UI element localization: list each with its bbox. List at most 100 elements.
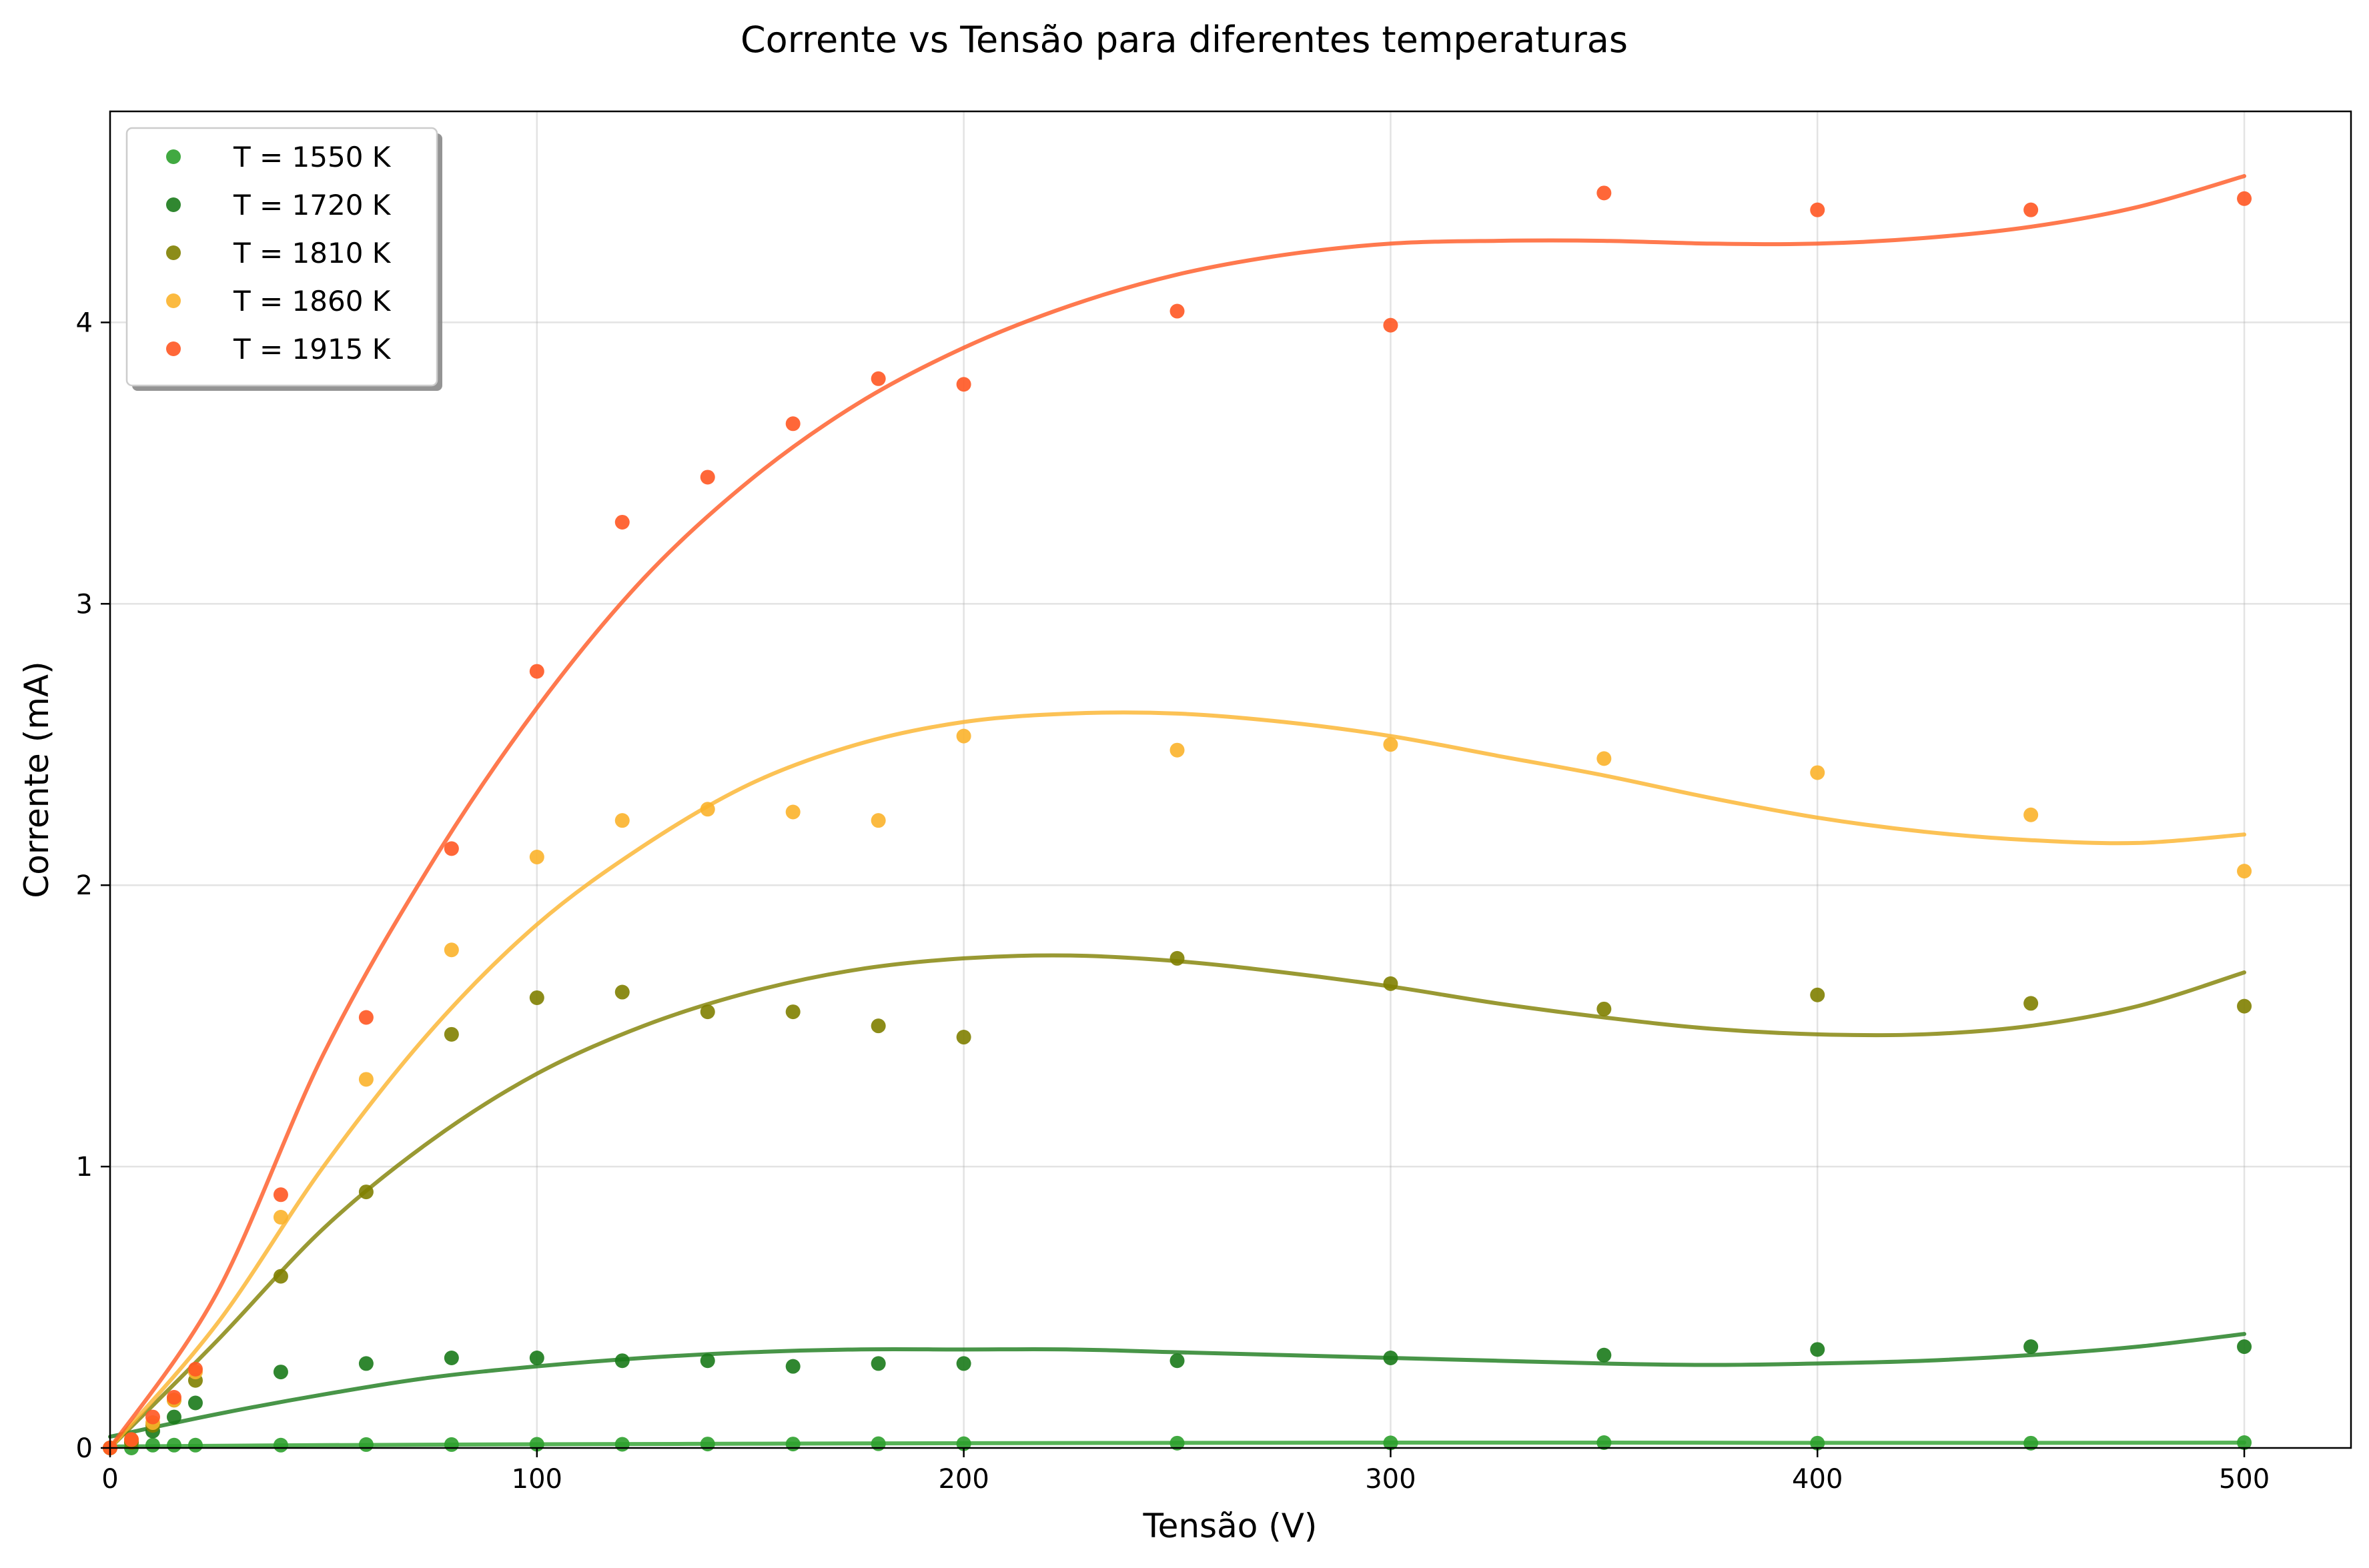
x-tick-label: 400 (1792, 1464, 1843, 1495)
legend-marker (166, 341, 181, 356)
legend-marker (166, 245, 181, 260)
data-point-series-1 (166, 1409, 181, 1425)
legend-marker (166, 293, 181, 308)
data-point-series-3 (444, 942, 459, 958)
data-point-series-3 (614, 813, 630, 828)
legend-label: T = 1810 K (233, 237, 392, 269)
data-point-series-3 (1383, 737, 1398, 752)
data-point-series-0 (187, 1437, 203, 1453)
x-tick-label: 500 (2219, 1464, 2270, 1495)
data-point-series-4 (358, 1010, 374, 1025)
legend-label: T = 1720 K (233, 189, 392, 221)
fit-line-series-4 (108, 174, 2247, 1450)
fit-line-series-1 (108, 1332, 2247, 1439)
data-point-series-1 (956, 1356, 971, 1371)
chart-title: Corrente vs Tensão para diferentes tempe… (741, 19, 1628, 61)
data-point-series-1 (1596, 1347, 1612, 1363)
data-point-series-3 (2023, 807, 2039, 822)
data-point-series-3 (2237, 864, 2252, 879)
legend: T = 1550 K T = 1720 K T = 1810 K T = 1860 K… (125, 127, 442, 391)
y-tick-label: 4 (76, 307, 93, 338)
data-point-series-2 (1169, 950, 1185, 966)
x-tick-label: 100 (512, 1464, 562, 1495)
data-point-series-0 (1810, 1435, 1825, 1451)
data-point-series-4 (2023, 202, 2039, 217)
data-point-series-1 (614, 1353, 630, 1369)
data-point-series-4 (166, 1390, 181, 1405)
data-point-series-0 (614, 1437, 630, 1452)
data-point-series-2 (358, 1185, 374, 1200)
y-tick-label: 3 (76, 589, 93, 620)
data-point-series-4 (700, 470, 715, 485)
data-point-series-0 (700, 1437, 715, 1452)
data-point-series-3 (956, 728, 971, 744)
data-point-series-3 (871, 813, 886, 828)
data-point-series-1 (1383, 1350, 1398, 1365)
grid (109, 111, 2351, 1449)
data-point-series-4 (1596, 185, 1612, 201)
fit-lines (108, 174, 2247, 1450)
data-point-series-4 (444, 841, 459, 856)
data-point-series-3 (529, 850, 544, 865)
data-point-series-2 (871, 1018, 886, 1034)
data-point-series-4 (529, 664, 544, 679)
data-point-series-0 (2023, 1435, 2039, 1451)
x-axis-label: Tensão (V) (1143, 1507, 1318, 1545)
data-point-series-1 (1169, 1353, 1185, 1369)
data-point-series-0 (871, 1436, 886, 1451)
data-point-series-4 (2237, 191, 2252, 206)
data-point-series-4 (123, 1432, 139, 1447)
data-point-series-0 (166, 1437, 181, 1453)
data-point-series-3 (1810, 765, 1825, 780)
data-point-series-4 (785, 416, 801, 432)
legend-label: T = 1915 K (233, 333, 392, 365)
data-point-series-1 (529, 1350, 544, 1365)
data-point-series-1 (358, 1356, 374, 1371)
data-point-series-1 (700, 1353, 715, 1369)
x-tick-label: 300 (1365, 1464, 1416, 1495)
data-point-series-1 (444, 1350, 459, 1365)
data-point-series-3 (1169, 742, 1185, 758)
data-point-series-4 (871, 371, 886, 386)
data-point-series-2 (614, 984, 630, 1000)
data-point-series-2 (273, 1269, 288, 1284)
data-point-series-1 (785, 1359, 801, 1374)
y-tick-label: 0 (76, 1433, 93, 1464)
data-point-series-1 (273, 1365, 288, 1380)
x-tick-label: 0 (101, 1464, 118, 1495)
data-point-series-0 (444, 1437, 459, 1452)
data-point-series-4 (187, 1361, 203, 1377)
axis-ticks: 0 100 200 300 400 500 0 1 2 3 4 (76, 307, 2270, 1495)
data-point-series-3 (700, 802, 715, 817)
data-point-series-0 (273, 1437, 288, 1453)
x-tick-label: 200 (938, 1464, 989, 1495)
data-point-series-0 (145, 1437, 160, 1453)
data-point-series-2 (529, 990, 544, 1005)
data-point-series-4 (273, 1187, 288, 1203)
legend-box (125, 127, 438, 387)
data-point-series-1 (2237, 1339, 2252, 1355)
data-point-series-1 (871, 1356, 886, 1371)
data-point-series-3 (358, 1072, 374, 1087)
legend-label: T = 1550 K (233, 141, 392, 173)
data-point-series-2 (1383, 976, 1398, 991)
data-point-series-4 (1383, 317, 1398, 333)
data-point-series-0 (1596, 1435, 1612, 1450)
y-tick-label: 2 (76, 870, 93, 901)
y-axis-label: Corrente (mA) (17, 661, 56, 898)
data-point-series-4 (956, 377, 971, 392)
data-point-series-2 (1596, 1001, 1612, 1016)
fit-line-series-3 (108, 710, 2247, 1450)
data-point-series-3 (1596, 751, 1612, 766)
data-point-series-2 (2023, 996, 2039, 1011)
data-point-series-3 (785, 804, 801, 820)
data-point-series-4 (1810, 202, 1825, 217)
y-tick-label: 1 (76, 1152, 93, 1183)
legend-marker (166, 197, 181, 212)
legend-marker (166, 149, 181, 164)
data-point-series-2 (700, 1004, 715, 1020)
data-point-series-4 (1169, 303, 1185, 319)
data-point-series-0 (785, 1437, 801, 1452)
data-point-series-2 (444, 1026, 459, 1042)
